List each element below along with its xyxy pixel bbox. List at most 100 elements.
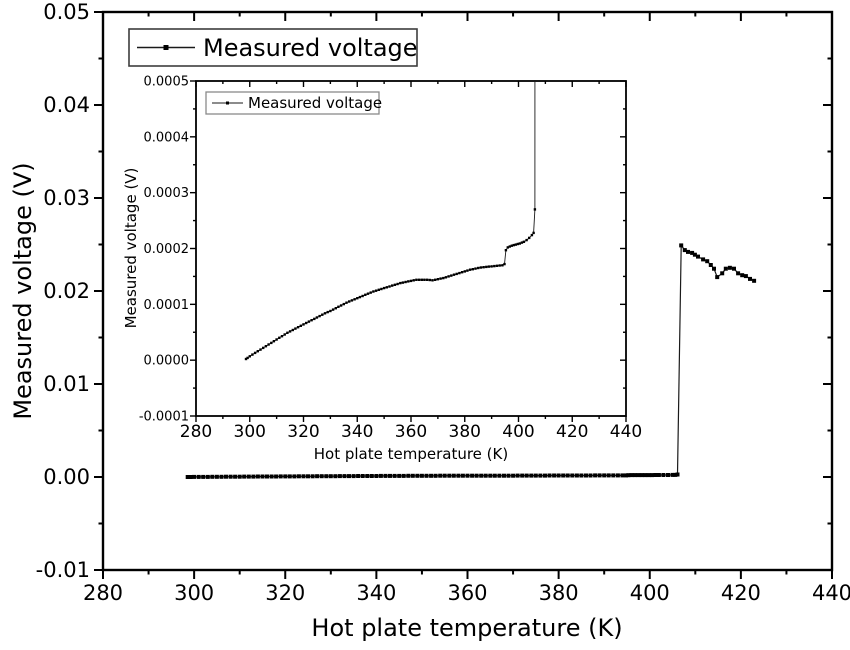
- data-point-marker: [468, 268, 472, 271]
- data-point-marker: [452, 273, 456, 276]
- main-axis-ticks: [94, 11, 833, 579]
- data-point-marker: [615, 473, 620, 478]
- data-point-marker: [423, 278, 426, 281]
- data-point-marker: [470, 473, 475, 478]
- data-point-marker: [646, 473, 651, 478]
- data-point-marker: [552, 473, 557, 478]
- x-tick-label: 320: [265, 581, 305, 605]
- data-point-marker: [406, 473, 411, 478]
- data-point-marker: [495, 264, 499, 267]
- data-point-marker: [434, 278, 437, 281]
- inset-y-axis-title: Measured voltage (V): [122, 168, 140, 329]
- data-point-marker: [315, 474, 320, 479]
- data-point-marker: [348, 300, 351, 303]
- data-point-marker: [288, 330, 292, 333]
- data-point-marker: [508, 245, 511, 248]
- data-point-marker: [214, 474, 219, 479]
- data-point-marker: [666, 473, 670, 477]
- data-point-marker: [574, 473, 579, 478]
- y-tick-label: 0.02: [43, 279, 90, 303]
- x-tick-label: 400: [502, 422, 534, 442]
- data-point-marker: [417, 278, 421, 281]
- data-point-marker: [313, 317, 316, 321]
- data-point-marker: [466, 269, 469, 272]
- data-point-marker: [520, 241, 524, 244]
- data-point-marker: [511, 473, 516, 478]
- data-point-marker: [388, 473, 392, 478]
- data-point-marker: [502, 473, 506, 478]
- y-tick-label: 0.0003: [144, 186, 190, 201]
- data-point-marker: [378, 473, 383, 478]
- main-x-axis-title: Hot plate temperature (K): [311, 614, 622, 642]
- data-point-marker: [492, 473, 497, 478]
- data-point-marker: [458, 271, 461, 275]
- data-point-marker: [246, 356, 249, 360]
- data-point-marker: [342, 302, 345, 306]
- data-point-marker: [392, 473, 397, 478]
- data-point-marker: [401, 281, 405, 284]
- data-point-marker: [465, 473, 470, 478]
- data-point-marker: [490, 265, 493, 268]
- data-point-marker: [291, 328, 294, 332]
- data-point-marker: [708, 263, 713, 267]
- data-point-marker: [331, 308, 335, 311]
- main-legend: Measured voltage: [128, 28, 418, 67]
- data-point-marker: [493, 264, 496, 268]
- data-point-marker: [404, 280, 407, 284]
- data-point-marker: [228, 474, 233, 479]
- data-point-marker: [522, 240, 526, 243]
- data-point-marker: [274, 474, 279, 479]
- data-point-marker: [483, 473, 488, 478]
- data-point-marker: [444, 276, 448, 279]
- data-point-marker: [624, 473, 629, 478]
- data-point-marker: [334, 307, 337, 310]
- data-point-marker: [696, 254, 700, 259]
- data-point-marker: [661, 473, 666, 477]
- data-point-marker: [301, 474, 306, 479]
- data-point-marker: [377, 288, 380, 291]
- data-point-marker: [439, 277, 442, 280]
- data-point-marker: [570, 473, 575, 478]
- data-point-marker: [482, 266, 485, 269]
- data-point-marker: [356, 297, 359, 300]
- inset-plot-frame: [195, 80, 627, 417]
- data-point-marker: [410, 473, 415, 478]
- data-point-marker: [682, 248, 687, 253]
- x-tick-label: 380: [539, 581, 579, 605]
- data-point-marker: [715, 275, 720, 280]
- data-point-marker: [201, 474, 206, 479]
- y-tick-label: 0.03: [43, 186, 90, 210]
- data-point-marker: [579, 473, 584, 478]
- data-point-marker: [397, 473, 402, 478]
- data-point-marker: [501, 264, 504, 267]
- data-point-marker: [528, 236, 531, 240]
- data-point-marker: [399, 281, 402, 285]
- data-point-marker: [318, 314, 321, 318]
- data-point-marker: [593, 473, 598, 478]
- data-point-marker: [264, 345, 268, 348]
- data-point-marker: [561, 473, 566, 478]
- data-point-marker: [556, 473, 561, 478]
- data-point-marker: [720, 271, 725, 276]
- data-point-marker: [456, 473, 461, 478]
- data-point-marker: [262, 346, 265, 350]
- inset-axis-ticks: [190, 80, 627, 422]
- data-point-marker: [321, 313, 324, 316]
- data-point-marker: [294, 327, 297, 330]
- data-point-marker: [692, 252, 697, 257]
- data-point-marker: [629, 473, 634, 478]
- x-tick-label: 340: [341, 422, 373, 442]
- data-point-marker: [727, 265, 732, 270]
- data-point-marker: [415, 473, 420, 478]
- data-point-marker: [442, 473, 447, 478]
- data-point-marker: [673, 472, 678, 477]
- data-point-marker: [479, 473, 484, 478]
- data-point-marker: [280, 335, 284, 338]
- data-point-marker: [524, 473, 529, 478]
- data-point-marker: [283, 474, 288, 479]
- data-point-marker: [319, 474, 324, 479]
- data-point-marker: [185, 475, 190, 479]
- data-point-marker: [401, 473, 406, 478]
- data-point-marker: [451, 473, 456, 478]
